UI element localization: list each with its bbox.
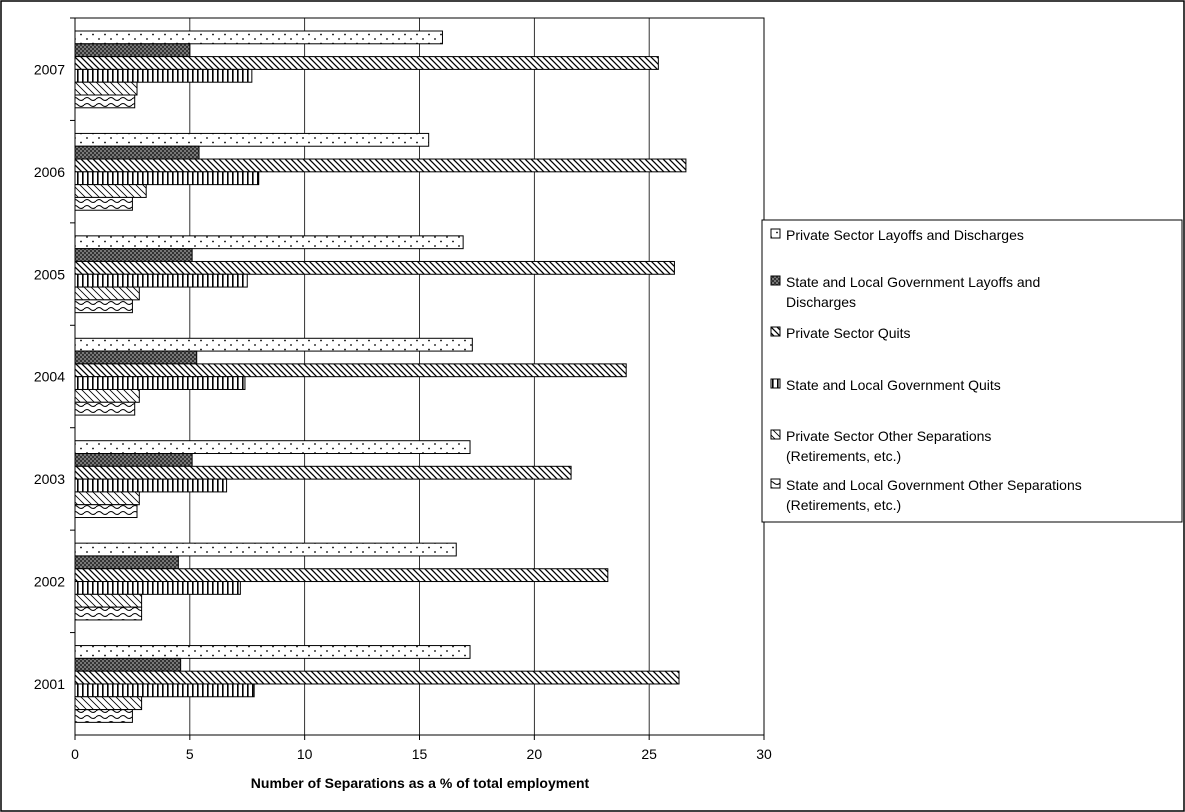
bar — [74, 555, 179, 570]
bar — [74, 68, 253, 83]
bar — [74, 581, 241, 595]
bar — [74, 376, 246, 390]
bar — [74, 388, 140, 403]
legend-entry-text: State and Local Government Quits — [786, 377, 1001, 393]
bar — [74, 645, 471, 659]
bar — [74, 248, 193, 262]
bar — [74, 670, 680, 685]
legend-entry-text: (Retirements, etc.) — [786, 448, 901, 464]
bar — [74, 350, 198, 365]
bar — [74, 465, 572, 480]
x-tick-label: 10 — [297, 746, 313, 762]
bar — [74, 657, 182, 672]
legend-swatch — [770, 378, 781, 389]
bar — [74, 260, 675, 275]
bar — [74, 491, 140, 506]
bar — [74, 440, 471, 455]
bar — [74, 683, 255, 698]
bar — [74, 504, 138, 519]
bar — [74, 453, 193, 467]
legend-entry-text: Private Sector Other Separations — [786, 428, 991, 444]
legend-swatch — [770, 228, 781, 239]
legend-entry-text: State and Local Government Other Separat… — [786, 477, 1082, 493]
x-axis-title: Number of Separations as a % of total em… — [251, 775, 590, 791]
legend-box — [761, 219, 1183, 523]
bar — [74, 158, 687, 173]
bar — [74, 299, 133, 314]
axes-group: 0 5 10 15 20 25 30 2001 2002 2003 2004 2005 2006 2007 — [34, 17, 772, 762]
legend-entry-text: Discharges — [786, 294, 856, 310]
y-tick-label: 2006 — [34, 164, 65, 180]
bar — [74, 43, 191, 58]
bar — [74, 709, 133, 723]
y-tick-label: 2007 — [34, 61, 65, 77]
x-tick-label: 15 — [412, 746, 428, 762]
x-tick-label: 30 — [756, 746, 772, 762]
bar — [74, 542, 457, 557]
bar — [74, 401, 136, 416]
legend-swatch — [770, 326, 781, 337]
bar — [74, 286, 140, 301]
x-tick-label: 0 — [71, 746, 79, 762]
bar — [74, 94, 136, 109]
bar — [74, 337, 473, 352]
bar — [74, 363, 627, 378]
y-tick-label: 2005 — [34, 266, 65, 282]
legend-swatch — [770, 429, 781, 440]
bar — [74, 30, 443, 45]
bar — [74, 184, 147, 198]
x-tick-label: 25 — [641, 746, 657, 762]
y-tick-label: 2002 — [34, 574, 65, 590]
bar — [74, 478, 228, 493]
bar — [74, 568, 609, 583]
legend-entry-text: (Retirements, etc.) — [786, 497, 901, 513]
x-tick-label: 5 — [186, 746, 194, 762]
legend-entry-text: State and Local Government Layoffs and — [786, 274, 1040, 290]
bar — [74, 171, 260, 186]
bar — [74, 196, 133, 211]
bar — [74, 132, 430, 147]
bar — [74, 235, 464, 250]
legend-swatch — [770, 478, 781, 489]
bar — [74, 696, 143, 711]
y-tick-label: 2004 — [34, 369, 65, 385]
bars-group — [74, 30, 687, 723]
y-tick-label: 2001 — [34, 676, 65, 692]
y-tick-label: 2003 — [34, 471, 65, 487]
legend-entry-text: Private Sector Layoffs and Discharges — [786, 227, 1024, 243]
legend-swatch — [770, 275, 781, 286]
bar — [74, 273, 248, 288]
bar — [74, 606, 143, 621]
x-tick-label: 20 — [527, 746, 543, 762]
legend-entry-text: Private Sector Quits — [786, 325, 911, 341]
bar — [74, 145, 200, 160]
bar — [74, 81, 138, 96]
bar — [74, 56, 659, 70]
bar — [74, 593, 143, 608]
legend: Private Sector Layoffs and Discharges Sta… — [770, 227, 1082, 513]
